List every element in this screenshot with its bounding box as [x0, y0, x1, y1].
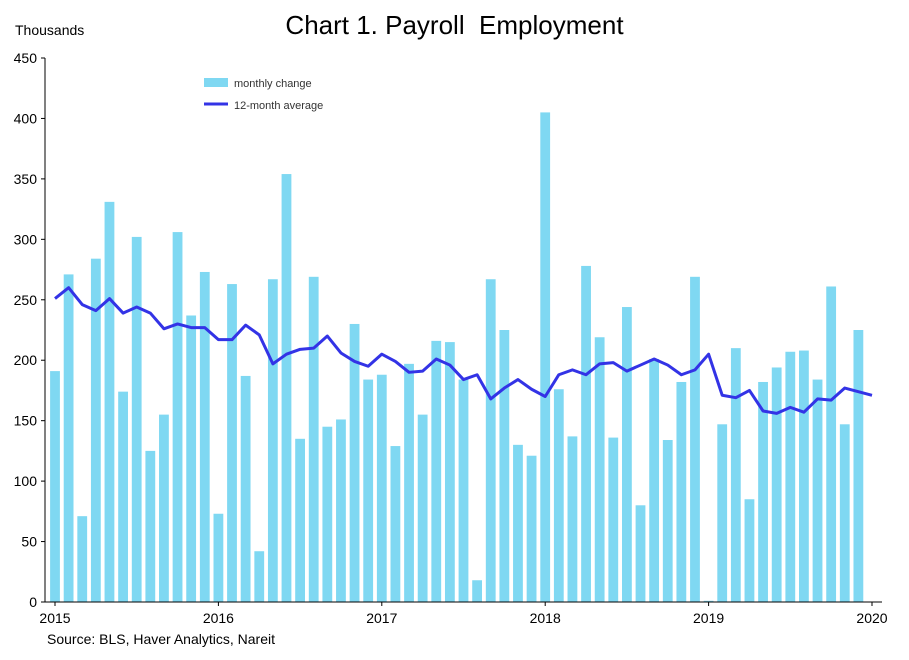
- x-tick-label: 2019: [693, 610, 724, 626]
- bar-monthly-change: [159, 414, 169, 602]
- y-tick-label: 0: [29, 594, 37, 610]
- bar-monthly-change: [690, 276, 700, 602]
- bar-monthly-change: [281, 174, 292, 603]
- bar-monthly-change: [308, 276, 319, 602]
- x-tick-label: 2018: [530, 610, 561, 626]
- bar-monthly-change: [622, 307, 632, 602]
- bar-monthly-change: [499, 330, 510, 602]
- y-tick-label: 100: [14, 473, 38, 489]
- bar-monthly-change: [839, 424, 850, 602]
- y-tick-label: 450: [14, 50, 38, 66]
- bar-monthly-change: [676, 381, 687, 602]
- bar-monthly-change: [267, 279, 278, 602]
- bar-monthly-change: [594, 337, 605, 602]
- y-tick-label: 50: [21, 534, 37, 550]
- bars-layer: [50, 112, 864, 603]
- y-tick-label: 400: [14, 110, 38, 126]
- y-tick-label: 300: [14, 231, 38, 247]
- bar-monthly-change: [404, 363, 414, 602]
- bar-monthly-change: [853, 330, 864, 602]
- bar-monthly-change: [826, 286, 837, 602]
- x-tick-label: 2015: [39, 610, 70, 626]
- bar-monthly-change: [799, 350, 809, 602]
- bar-monthly-change: [758, 381, 768, 602]
- y-tick-label: 350: [14, 171, 38, 187]
- legend-bar-swatch: [204, 78, 228, 87]
- bar-monthly-change: [744, 499, 755, 602]
- bar-monthly-change: [118, 391, 128, 602]
- bar-monthly-change: [322, 426, 333, 602]
- x-tick-label: 2017: [366, 610, 397, 626]
- bar-monthly-change: [513, 444, 523, 602]
- bar-monthly-change: [90, 258, 101, 602]
- bar-monthly-change: [717, 424, 728, 602]
- y-tick-label: 200: [14, 352, 38, 368]
- line-12-month-average: [54, 286, 873, 415]
- bar-monthly-change: [77, 516, 88, 602]
- bar-monthly-change: [227, 284, 237, 602]
- bar-monthly-change: [376, 374, 387, 602]
- bar-monthly-change: [390, 446, 401, 602]
- bar-monthly-change: [417, 414, 428, 602]
- chart-title: Chart 1. Payroll Employment: [285, 10, 624, 40]
- x-tick-label: 2020: [856, 610, 887, 626]
- axis-layer: 0 50 100 150 200 250 300 350 400 450 2015 2016 2017 2…: [14, 50, 888, 626]
- bar-monthly-change: [131, 236, 142, 603]
- bar-monthly-change: [172, 232, 183, 602]
- bar-monthly-change: [186, 315, 197, 602]
- y-tick-label: 250: [14, 292, 38, 308]
- bar-monthly-change: [213, 513, 224, 602]
- bar-monthly-change: [553, 389, 564, 602]
- x-tick-label: 2016: [203, 610, 234, 626]
- bar-monthly-change: [104, 201, 115, 603]
- bar-monthly-change: [485, 279, 496, 602]
- legend: monthly change 12-month average: [204, 78, 323, 112]
- bar-monthly-change: [771, 367, 782, 602]
- bar-monthly-change: [458, 379, 469, 602]
- source-note: Source: BLS, Haver Analytics, Nareit: [47, 631, 275, 647]
- bar-monthly-change: [363, 379, 374, 602]
- bar-monthly-change: [145, 450, 156, 602]
- bar-monthly-change: [662, 440, 673, 602]
- legend-bar-label: monthly change: [234, 78, 312, 90]
- bar-monthly-change: [526, 455, 537, 602]
- bar-monthly-change: [295, 438, 305, 602]
- bar-monthly-change: [50, 371, 60, 602]
- y-tick-label: 150: [14, 413, 38, 429]
- legend-line-label: 12-month average: [234, 100, 323, 112]
- bar-monthly-change: [785, 351, 796, 602]
- bar-monthly-change: [581, 265, 591, 602]
- bar-monthly-change: [812, 379, 823, 602]
- bar-monthly-change: [567, 436, 578, 602]
- y-axis-unit-label: Thousands: [15, 22, 85, 38]
- bar-monthly-change: [349, 323, 360, 602]
- bar-monthly-change: [730, 348, 741, 602]
- bar-monthly-change: [649, 359, 660, 602]
- bar-monthly-change: [608, 437, 619, 602]
- bar-monthly-change: [540, 112, 551, 603]
- bar-monthly-change: [240, 375, 251, 602]
- bar-monthly-change: [254, 551, 265, 602]
- bar-monthly-change: [444, 342, 455, 602]
- bar-monthly-change: [472, 580, 483, 602]
- bar-monthly-change: [199, 271, 210, 602]
- bar-monthly-change: [336, 419, 346, 602]
- bar-monthly-change: [431, 340, 442, 602]
- bar-monthly-change: [63, 274, 74, 602]
- line-layer: [54, 286, 873, 415]
- bar-monthly-change: [703, 600, 714, 602]
- bar-monthly-change: [635, 505, 646, 602]
